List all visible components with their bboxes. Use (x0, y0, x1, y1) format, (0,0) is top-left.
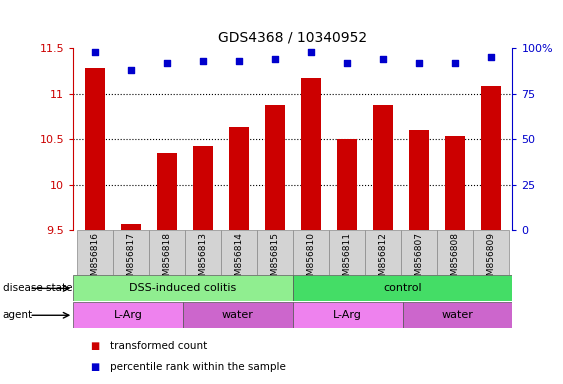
Point (450, 60, 459, 66)
Text: GSM856813: GSM856813 (198, 232, 207, 287)
Bar (301, 78, 321, 230)
Bar (85, 68, 105, 230)
Text: GSM856818: GSM856818 (162, 232, 171, 287)
Bar (373, 106, 392, 230)
Point (198, 58, 207, 64)
Text: transformed count: transformed count (110, 341, 207, 351)
Text: percentile rank within the sample: percentile rank within the sample (110, 362, 285, 372)
Text: GSM856816: GSM856816 (90, 232, 99, 287)
Point (342, 60, 351, 66)
Text: water: water (222, 310, 254, 320)
Bar (229, 127, 249, 230)
Point (306, 49, 315, 55)
Text: GSM856810: GSM856810 (306, 232, 315, 287)
Text: control: control (383, 283, 422, 293)
Text: GSM856817: GSM856817 (126, 232, 135, 287)
Bar (113, 230, 149, 275)
Point (378, 56, 387, 62)
Text: agent: agent (3, 310, 33, 320)
Bar (157, 153, 177, 230)
Bar (183, 302, 293, 328)
Text: GSM856809: GSM856809 (486, 232, 495, 287)
Text: GSM856811: GSM856811 (342, 232, 351, 287)
Text: GSM856808: GSM856808 (450, 232, 459, 287)
Point (162, 60, 171, 66)
Bar (365, 230, 401, 275)
Bar (437, 230, 473, 275)
Point (234, 58, 243, 64)
Bar (445, 136, 464, 230)
Title: GDS4368 / 10340952: GDS4368 / 10340952 (218, 30, 367, 44)
Text: ■: ■ (90, 341, 99, 351)
Bar (193, 146, 213, 230)
Text: GSM856807: GSM856807 (414, 232, 423, 287)
Text: DSS-induced colitis: DSS-induced colitis (129, 283, 236, 293)
Bar (473, 230, 509, 275)
Text: L-Arg: L-Arg (114, 310, 142, 320)
Bar (409, 130, 428, 230)
Text: GSM856814: GSM856814 (234, 232, 243, 286)
Bar (73, 275, 293, 301)
Text: ■: ■ (90, 362, 99, 372)
Point (270, 56, 279, 62)
Text: water: water (441, 310, 473, 320)
Bar (293, 275, 512, 301)
Point (126, 67, 135, 73)
Bar (403, 302, 512, 328)
Bar (257, 230, 293, 275)
Bar (481, 86, 501, 230)
Text: disease state: disease state (3, 283, 72, 293)
Bar (329, 230, 365, 275)
Point (90, 49, 99, 55)
Bar (293, 302, 403, 328)
Text: GSM856815: GSM856815 (270, 232, 279, 287)
Text: L-Arg: L-Arg (333, 310, 362, 320)
Bar (77, 230, 113, 275)
Point (486, 54, 495, 60)
Bar (265, 104, 285, 230)
Bar (401, 230, 437, 275)
Text: GSM856812: GSM856812 (378, 232, 387, 286)
Point (414, 60, 423, 66)
Bar (185, 230, 221, 275)
Bar (337, 139, 356, 230)
Bar (73, 302, 183, 328)
Bar (293, 230, 329, 275)
Bar (149, 230, 185, 275)
Bar (121, 224, 141, 230)
Bar (221, 230, 257, 275)
